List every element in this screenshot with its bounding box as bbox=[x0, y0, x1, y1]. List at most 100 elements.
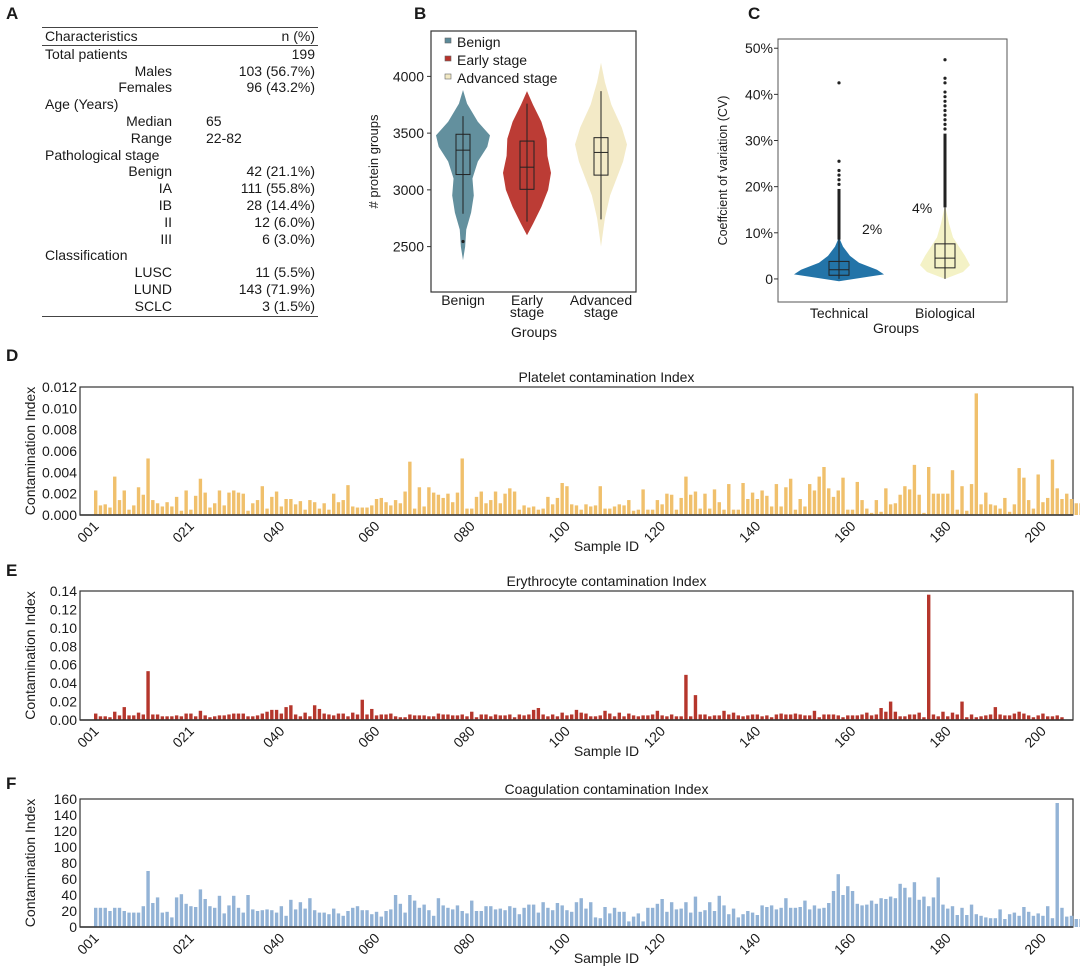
bar bbox=[574, 902, 579, 927]
bar bbox=[1031, 717, 1036, 720]
bar bbox=[741, 483, 745, 515]
bar bbox=[189, 713, 193, 720]
bar bbox=[465, 913, 469, 927]
bar bbox=[246, 510, 250, 515]
bar bbox=[646, 907, 650, 927]
bar bbox=[346, 911, 350, 927]
bar bbox=[408, 714, 412, 720]
bar bbox=[94, 907, 98, 927]
bar bbox=[812, 490, 817, 515]
bar bbox=[327, 509, 331, 515]
bar bbox=[874, 903, 879, 927]
bar bbox=[503, 910, 507, 927]
bar bbox=[179, 510, 184, 515]
table-header-row: Characteristics n (%) bbox=[42, 28, 318, 45]
panel-letter-f: F bbox=[6, 774, 17, 793]
bar bbox=[232, 713, 236, 720]
bar bbox=[484, 906, 488, 927]
bar bbox=[803, 506, 807, 515]
bar bbox=[508, 488, 512, 515]
chart-e-erythrocyte: Erythrocyte contamination Index 0.00 0.02 0… bbox=[22, 573, 1074, 759]
legend-label: Advanced stage bbox=[457, 70, 558, 86]
bar bbox=[660, 504, 664, 515]
bar bbox=[422, 715, 426, 720]
bar bbox=[232, 490, 236, 515]
y-tick-label: 0.10 bbox=[50, 620, 77, 636]
table-row: III 6 (3.0%) bbox=[42, 231, 318, 248]
bar bbox=[893, 711, 898, 720]
bar bbox=[98, 907, 103, 927]
bar bbox=[1022, 713, 1026, 720]
bar bbox=[950, 470, 955, 515]
bar bbox=[570, 504, 574, 515]
bar bbox=[617, 504, 621, 515]
bar bbox=[260, 486, 264, 515]
bar bbox=[470, 508, 474, 515]
row-value: 199 bbox=[291, 45, 315, 62]
bar bbox=[327, 714, 331, 720]
x-tick-label: 200 bbox=[1021, 930, 1049, 958]
bar bbox=[689, 912, 693, 927]
bar bbox=[217, 715, 222, 720]
bar bbox=[684, 674, 688, 720]
bar bbox=[950, 712, 955, 720]
bar bbox=[936, 493, 940, 515]
chart-b-protein-groups: 2500 3000 3500 4000 # protein groups Benign Ea… bbox=[366, 30, 637, 340]
bar bbox=[969, 484, 974, 515]
bar bbox=[217, 895, 222, 927]
bar bbox=[946, 716, 950, 720]
bar bbox=[579, 712, 583, 720]
bar bbox=[308, 898, 312, 927]
y-tick-label: 40% bbox=[745, 86, 773, 102]
bar bbox=[332, 715, 336, 720]
bar bbox=[94, 490, 98, 515]
bar bbox=[1046, 906, 1050, 927]
bar bbox=[222, 505, 226, 515]
bar bbox=[398, 903, 403, 927]
chart-d-platelet: Platelet contamination Index 0.000 0.002 0.… bbox=[22, 369, 1080, 554]
y-tick-label: 80 bbox=[61, 855, 77, 871]
bar bbox=[827, 903, 831, 927]
bar bbox=[1012, 504, 1017, 515]
bar bbox=[446, 714, 450, 720]
bar bbox=[631, 916, 636, 927]
bar bbox=[484, 714, 488, 720]
x-axis-label: Sample ID bbox=[574, 950, 639, 966]
bar bbox=[317, 912, 322, 927]
bar bbox=[565, 486, 569, 515]
bar bbox=[579, 509, 583, 515]
bar bbox=[498, 715, 502, 720]
bar bbox=[965, 717, 969, 720]
bar bbox=[198, 478, 203, 515]
x-tick-label: 180 bbox=[926, 930, 954, 958]
bar bbox=[308, 500, 312, 515]
bar bbox=[717, 502, 721, 515]
bar bbox=[1055, 803, 1059, 927]
bar bbox=[998, 714, 1002, 720]
bar bbox=[303, 908, 307, 927]
bar bbox=[550, 504, 555, 515]
bar bbox=[636, 509, 641, 515]
bar bbox=[1036, 913, 1040, 927]
bar bbox=[589, 716, 593, 720]
bar bbox=[684, 902, 688, 927]
bar bbox=[284, 915, 288, 927]
bar bbox=[712, 911, 717, 927]
bar bbox=[393, 716, 398, 720]
bar bbox=[636, 913, 641, 927]
table-row: Males 103 (56.7%) bbox=[42, 63, 318, 80]
bar bbox=[393, 500, 398, 515]
bar bbox=[322, 713, 326, 720]
bar bbox=[136, 712, 141, 720]
box bbox=[934, 243, 956, 269]
bar bbox=[151, 903, 155, 927]
bar bbox=[431, 915, 436, 927]
bar bbox=[527, 714, 531, 720]
bar bbox=[617, 911, 621, 927]
bar bbox=[465, 716, 469, 720]
bar bbox=[841, 717, 845, 720]
y-tick-label: 3500 bbox=[393, 125, 424, 141]
median-annotation-technical: 2% bbox=[862, 221, 882, 237]
bar bbox=[674, 509, 679, 515]
bar bbox=[731, 509, 736, 515]
